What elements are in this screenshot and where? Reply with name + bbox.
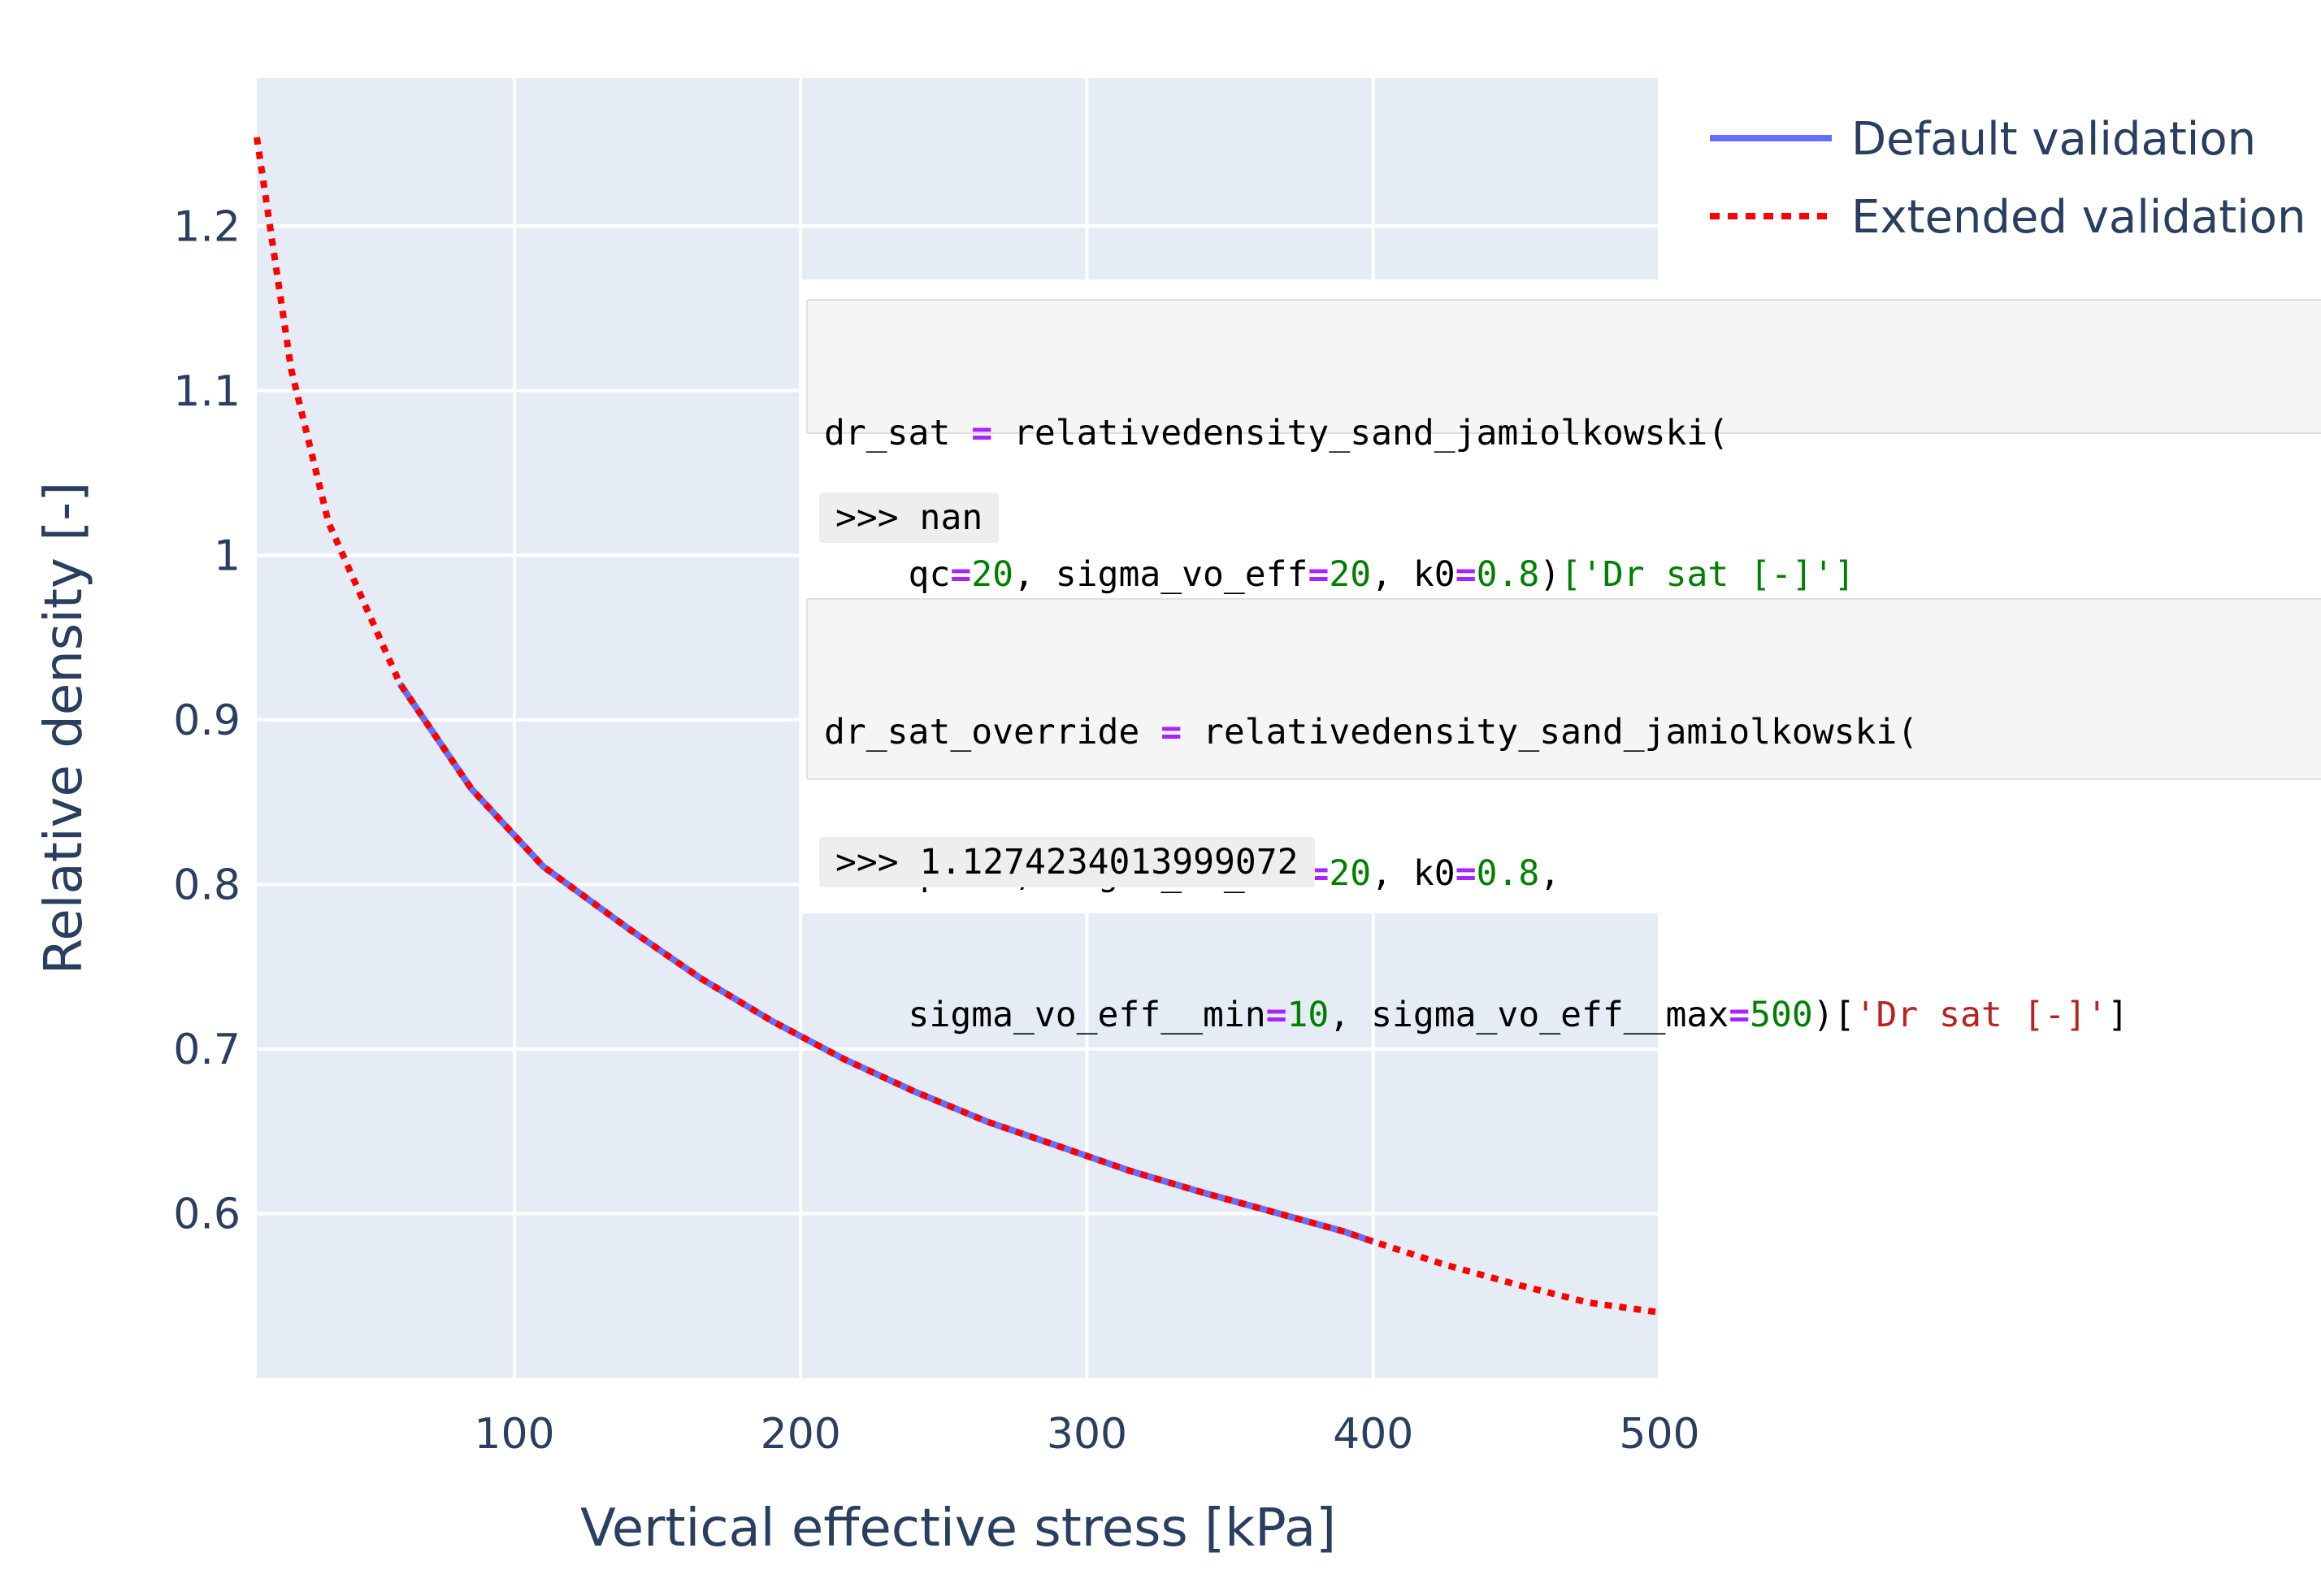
series-layer (254, 137, 1660, 1316)
x-tick-label: 500 (1619, 1410, 1699, 1459)
output-override-value: >>> 1.1274234013999072 (819, 837, 1315, 887)
y-tick-label: 0.7 (173, 1026, 241, 1074)
x-tick-label: 400 (1333, 1410, 1413, 1459)
code-line: dr_sat_override = relativedensity_sand_j… (824, 712, 1919, 752)
y-tick-label: 0.8 (173, 861, 241, 909)
x-axis-ticks: 100 200 300 400 500 (474, 1410, 1699, 1459)
y-axis-ticks: 0.6 0.7 0.8 0.9 1 1.1 1.2 (173, 202, 241, 1238)
x-tick-label: 100 (474, 1410, 554, 1459)
series-line (254, 137, 1660, 1316)
code-line: sigma_vo_eff__min=10, sigma_vo_eff__max=… (824, 995, 2129, 1035)
y-axis-title: Relative density [-] (34, 482, 94, 974)
code-annotation-overlay: dr_sat = relativedensity_sand_jamiolkows… (801, 280, 2321, 1035)
y-tick-label: 1.1 (173, 367, 241, 416)
legend-label: Default validation (1851, 113, 2256, 166)
code-line: dr_sat = relativedensity_sand_jamiolkows… (824, 413, 1729, 453)
y-tick-label: 1 (214, 531, 241, 580)
y-tick-label: 1.2 (173, 202, 241, 251)
code-block-override: dr_sat_override = relativedensity_sand_j… (806, 598, 2321, 1035)
legend: Default validation Extended validation (1710, 113, 2306, 244)
y-tick-label: 0.9 (173, 696, 241, 745)
code-line: qc=20, sigma_vo_eff=20, k0=0.8)['Dr sat … (824, 554, 1855, 595)
code-block-default: dr_sat = relativedensity_sand_jamiolkows… (806, 299, 2321, 595)
x-tick-label: 300 (1047, 1410, 1127, 1459)
output-nan: >>> nan (819, 492, 1000, 543)
x-tick-label: 200 (761, 1410, 841, 1459)
x-axis-title: Vertical effective stress [kPa] (580, 1498, 1336, 1559)
legend-label: Extended validation (1851, 191, 2306, 244)
y-tick-label: 0.6 (173, 1190, 241, 1238)
